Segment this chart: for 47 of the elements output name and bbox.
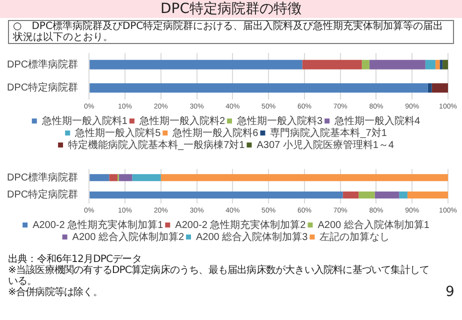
legend-label: A307 小児入院医療管理料1～4 — [256, 138, 394, 151]
bar — [407, 191, 448, 198]
text: ※当該医療機関の有するDPC算定病床のうち、最も届出病床数が大きい入院料に基づいて集計している。 — [8, 265, 430, 287]
bar — [432, 83, 448, 93]
legend-label: 専門病院入院基本料_7対1 — [270, 126, 388, 139]
chart-subtitle: ○ DPC標準病院群及びDPC特定病院群における、届出入院料及び急性期充実体制加算等の届出状況は以下のとおり。 — [8, 20, 454, 44]
y-tick-label: DPC特定病院群 — [6, 82, 78, 94]
legend-label: 急性期一般入院料4 — [334, 114, 421, 127]
legend-label: A200 総合入院体制加算3 — [196, 230, 308, 243]
y-tick-label: DPC標準病院群 — [6, 58, 78, 70]
bar — [435, 60, 440, 70]
bar — [442, 60, 448, 70]
bar — [440, 60, 443, 70]
legend-label: 急性期一般入院料1 — [40, 114, 128, 127]
text: 9 — [445, 284, 454, 300]
bar — [428, 83, 432, 93]
legend-label: 左記の加算なし — [320, 230, 390, 243]
bar — [358, 191, 375, 198]
legend-label: 急性期一般入院料2 — [138, 114, 226, 127]
bar — [90, 60, 302, 70]
y-tick-label: DPC特定病院群 — [6, 188, 78, 201]
legend-label: 急性期一般入院料3 — [236, 114, 323, 127]
legend-label: A200-2 急性期充実体制加算1 — [32, 218, 164, 231]
legend-label: A200 総合入院体制加算2 — [72, 230, 184, 243]
bar — [362, 60, 370, 70]
bar — [342, 191, 359, 198]
bar — [302, 60, 362, 70]
bar — [132, 174, 161, 182]
legend-label: A200-2 急性期充実体制加算2 — [175, 218, 306, 231]
legend-label: 急性期一般入院料6 — [172, 126, 259, 139]
legend-label: A200 総合入院体制加算1 — [318, 218, 430, 231]
bar — [399, 191, 408, 198]
text: ※合併病院等は除く。 — [8, 287, 104, 298]
bar — [90, 174, 110, 182]
legend-label: 急性期一般入院料5 — [74, 126, 162, 139]
legend-label: 特定機能病院入院基本料_一般病棟7対1 — [68, 138, 246, 151]
bar — [90, 83, 428, 93]
bar — [118, 174, 132, 182]
source-note: 出典：令和6年12月DPCデータ — [8, 254, 142, 265]
bar — [425, 60, 436, 70]
bar — [109, 174, 118, 182]
chart-title: DPC特定病院群の特徴 — [0, 0, 462, 18]
bar — [160, 174, 448, 182]
bar — [369, 60, 426, 70]
bar — [90, 191, 343, 198]
y-tick-label: DPC標準病院群 — [6, 171, 78, 184]
bar — [374, 191, 400, 198]
